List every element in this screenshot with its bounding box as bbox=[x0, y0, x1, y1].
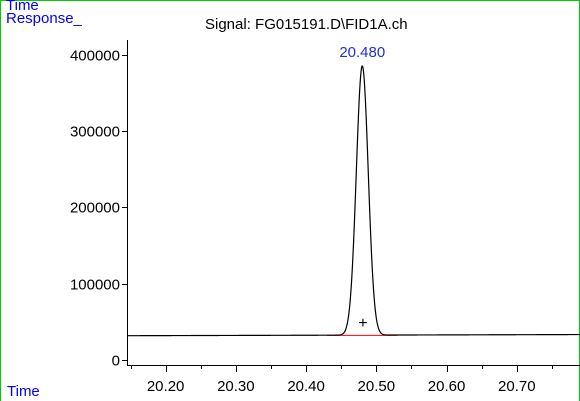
x-tick-label: 20.50 bbox=[358, 378, 396, 395]
peak-labels: 20.480 bbox=[339, 44, 385, 61]
y-tick-label: 100000 bbox=[70, 277, 120, 294]
y-axis-ticks: 0 100000 200000 300000 400000 bbox=[70, 48, 127, 370]
signal-trace bbox=[127, 65, 580, 337]
peak-label: 20.480 bbox=[339, 44, 385, 61]
x-tick-label: 20.70 bbox=[498, 378, 536, 395]
y-tick-label: 200000 bbox=[70, 200, 120, 217]
x-tick-label: 20.60 bbox=[428, 378, 466, 395]
y-tick-label: 400000 bbox=[70, 48, 120, 65]
x-tick-label: 20.40 bbox=[287, 378, 325, 395]
x-tick-label: 20.20 bbox=[147, 378, 185, 395]
y-tick-label: 0 bbox=[112, 353, 120, 370]
signal-title: Signal: FG015191.D\FID1A.ch bbox=[205, 16, 408, 33]
x-axis-label: Time bbox=[7, 383, 40, 400]
x-axis-ticks: 20.20 20.30 20.40 20.50 20.60 20.70 bbox=[131, 365, 553, 395]
y-tick-label: 300000 bbox=[70, 124, 120, 141]
y-axis-label: Response_ bbox=[6, 10, 83, 27]
top-time-label: Time bbox=[6, 0, 39, 14]
x-tick-label: 20.30 bbox=[217, 378, 255, 395]
peak-marker: + bbox=[358, 315, 367, 332]
